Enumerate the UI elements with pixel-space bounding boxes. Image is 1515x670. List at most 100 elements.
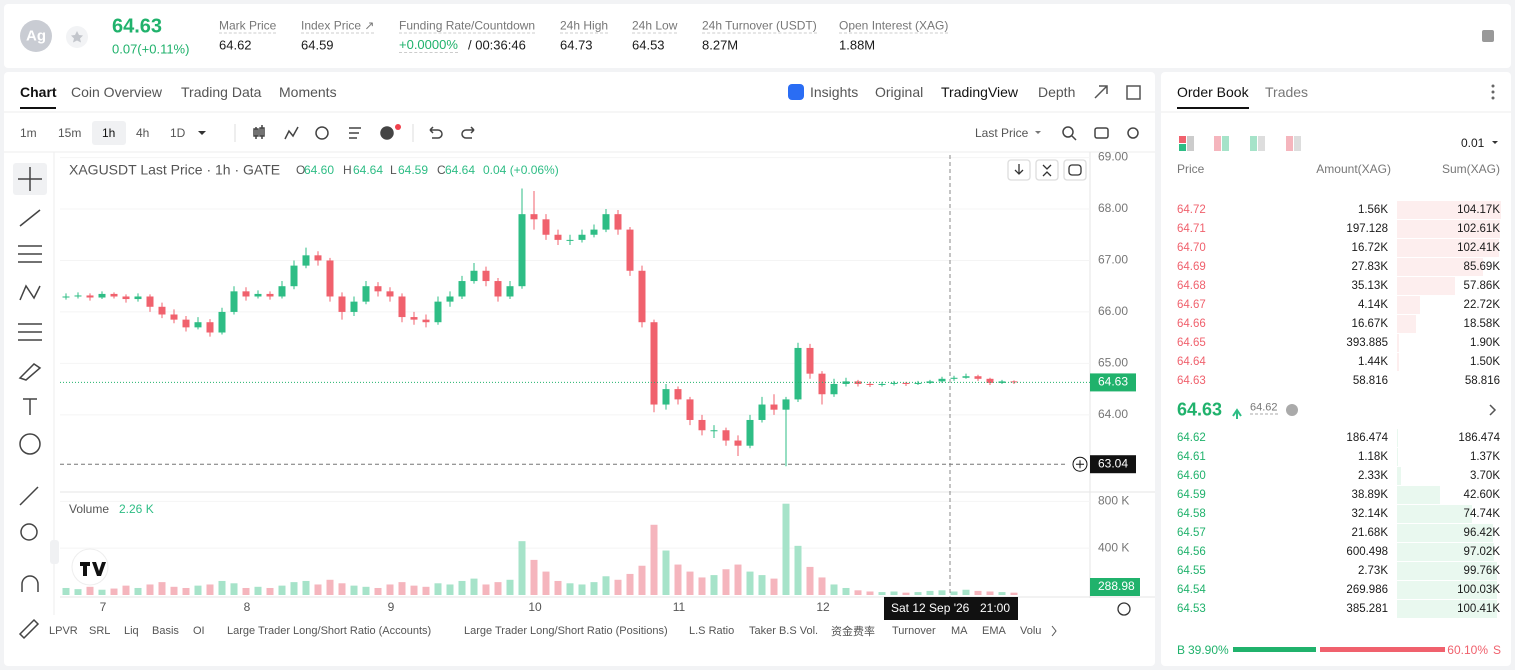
volume-bar	[290, 582, 298, 595]
volume-bar	[386, 584, 394, 595]
indicator-button[interactable]: LPVR	[49, 625, 78, 637]
sell-key: S	[1493, 643, 1502, 657]
ob-price: 64.60	[1177, 470, 1206, 482]
depth-bar	[1397, 467, 1401, 485]
candle-body	[434, 301, 442, 323]
candle-body	[938, 378, 946, 382]
insights-icon	[788, 84, 804, 100]
ob-col: Price	[1177, 162, 1205, 176]
ob-tab[interactable]: Order Book	[1177, 84, 1249, 100]
ob-price: 64.71	[1177, 223, 1206, 235]
volume-bar	[818, 577, 826, 595]
depth-bar	[1397, 486, 1440, 504]
chart-tab[interactable]: Moments	[279, 84, 337, 100]
volume-bar	[662, 550, 670, 595]
indicator-button[interactable]: Large Trader Long/Short Ratio (Positions…	[464, 625, 668, 637]
drawing-tools[interactable]	[18, 167, 42, 640]
volume-bar	[374, 587, 382, 595]
interval[interactable]: 1h	[102, 126, 116, 140]
buy-ratio-bar	[1233, 647, 1316, 652]
ob-amount: 197.128	[1346, 223, 1388, 235]
volume-bar	[530, 559, 538, 595]
candle-body	[386, 291, 394, 297]
candle-body	[470, 270, 478, 282]
ob-price: 64.69	[1177, 261, 1206, 273]
volume-last-label: 288.98	[1098, 579, 1135, 593]
legend-change: 0.04 (+0.06%)	[483, 163, 559, 177]
scroll-right[interactable]	[1051, 625, 1057, 637]
view-tab[interactable]: Original	[875, 84, 924, 100]
chart-controls[interactable]	[1007, 159, 1131, 616]
chart-tab[interactable]: Chart	[20, 84, 57, 100]
chart-tab[interactable]: Trading Data	[181, 84, 262, 100]
volume-bar	[302, 580, 310, 595]
dropdown-caret[interactable]	[198, 131, 206, 135]
y-tick-label: 66.00	[1098, 304, 1128, 318]
volume-bar	[446, 584, 454, 595]
indicator-button[interactable]: Liq	[124, 625, 139, 637]
ohlc-key: C	[437, 163, 446, 177]
collapse-handle[interactable]	[50, 540, 59, 564]
candle-body	[902, 382, 910, 384]
ob-amount: 21.68K	[1351, 527, 1388, 539]
countdown: / 00:36:46	[468, 37, 526, 53]
interval[interactable]: 4h	[136, 126, 150, 140]
indicator-button[interactable]: SRL	[89, 625, 111, 637]
depth-bar	[1397, 258, 1483, 276]
ob-view-icons[interactable]	[1179, 136, 1301, 151]
volume-bar	[230, 583, 238, 595]
stat-value: 64.53	[632, 37, 665, 53]
window-icon[interactable]	[1126, 85, 1141, 100]
indicator-button[interactable]: OI	[193, 625, 205, 637]
interval[interactable]: 15m	[58, 126, 82, 140]
volume-bar	[350, 585, 358, 595]
precision-caret[interactable]	[1492, 141, 1498, 144]
view-tab[interactable]: Insights	[810, 84, 859, 100]
dropdown-caret[interactable]	[1035, 131, 1041, 134]
volume-last-tag	[1090, 578, 1140, 596]
volume-bar	[1010, 592, 1018, 595]
indicator-button[interactable]: Taker B.S Vol.	[749, 625, 819, 637]
ob-sum: 97.02K	[1463, 546, 1500, 558]
indicator-button[interactable]: Large Trader Long/Short Ratio (Accounts)	[227, 625, 432, 637]
ob-precision[interactable]: 0.01	[1461, 136, 1485, 150]
ob-tab[interactable]: Trades	[1265, 84, 1309, 100]
chart-tab[interactable]: Coin Overview	[71, 84, 163, 100]
ob-more[interactable]	[1489, 404, 1497, 416]
candle-body	[218, 311, 226, 333]
volume-bar	[890, 591, 898, 595]
ob-price: 64.56	[1177, 546, 1206, 558]
view-tab[interactable]: Depth	[1038, 84, 1076, 100]
ob-sum: 85.69K	[1463, 261, 1500, 273]
candle-body	[818, 373, 826, 395]
volume-bar	[866, 591, 874, 595]
info-icon[interactable]	[1286, 404, 1298, 416]
indicator-button[interactable]: Basis	[152, 625, 179, 637]
indicator-button[interactable]: 资金费率	[831, 626, 875, 638]
volume-bar	[506, 579, 514, 595]
chart-legend-title: XAGUSDT Last Price · 1h · GATE	[69, 162, 280, 178]
view-tab[interactable]: TradingView	[941, 84, 1019, 100]
candle-body	[734, 440, 742, 446]
volume-bar	[650, 524, 658, 595]
ob-menu[interactable]	[1491, 84, 1495, 100]
stat-label: Funding Rate/Countdown	[399, 18, 536, 34]
indicator-button[interactable]: EMA	[982, 625, 1006, 637]
layout-icon[interactable]	[1482, 30, 1494, 42]
stat-value: 64.73	[560, 37, 593, 53]
interval[interactable]: 1D	[170, 126, 186, 140]
indicator-button[interactable]: L.S Ratio	[689, 625, 735, 637]
indicator-button[interactable]: Volu	[1020, 625, 1042, 637]
interval[interactable]: 1m	[20, 126, 37, 140]
indicator-button[interactable]: MA	[951, 625, 968, 637]
ohlc-value: 64.64	[445, 163, 475, 177]
price-source[interactable]: Last Price	[975, 126, 1029, 140]
candle-body	[554, 234, 562, 240]
candle-body	[782, 399, 790, 410]
expand-icon[interactable]	[1094, 85, 1108, 99]
ob-sum: 99.76K	[1463, 565, 1500, 577]
ob-price: 64.59	[1177, 489, 1206, 501]
indicator-button[interactable]: Turnover	[892, 625, 936, 637]
ob-price: 64.67	[1177, 299, 1206, 311]
